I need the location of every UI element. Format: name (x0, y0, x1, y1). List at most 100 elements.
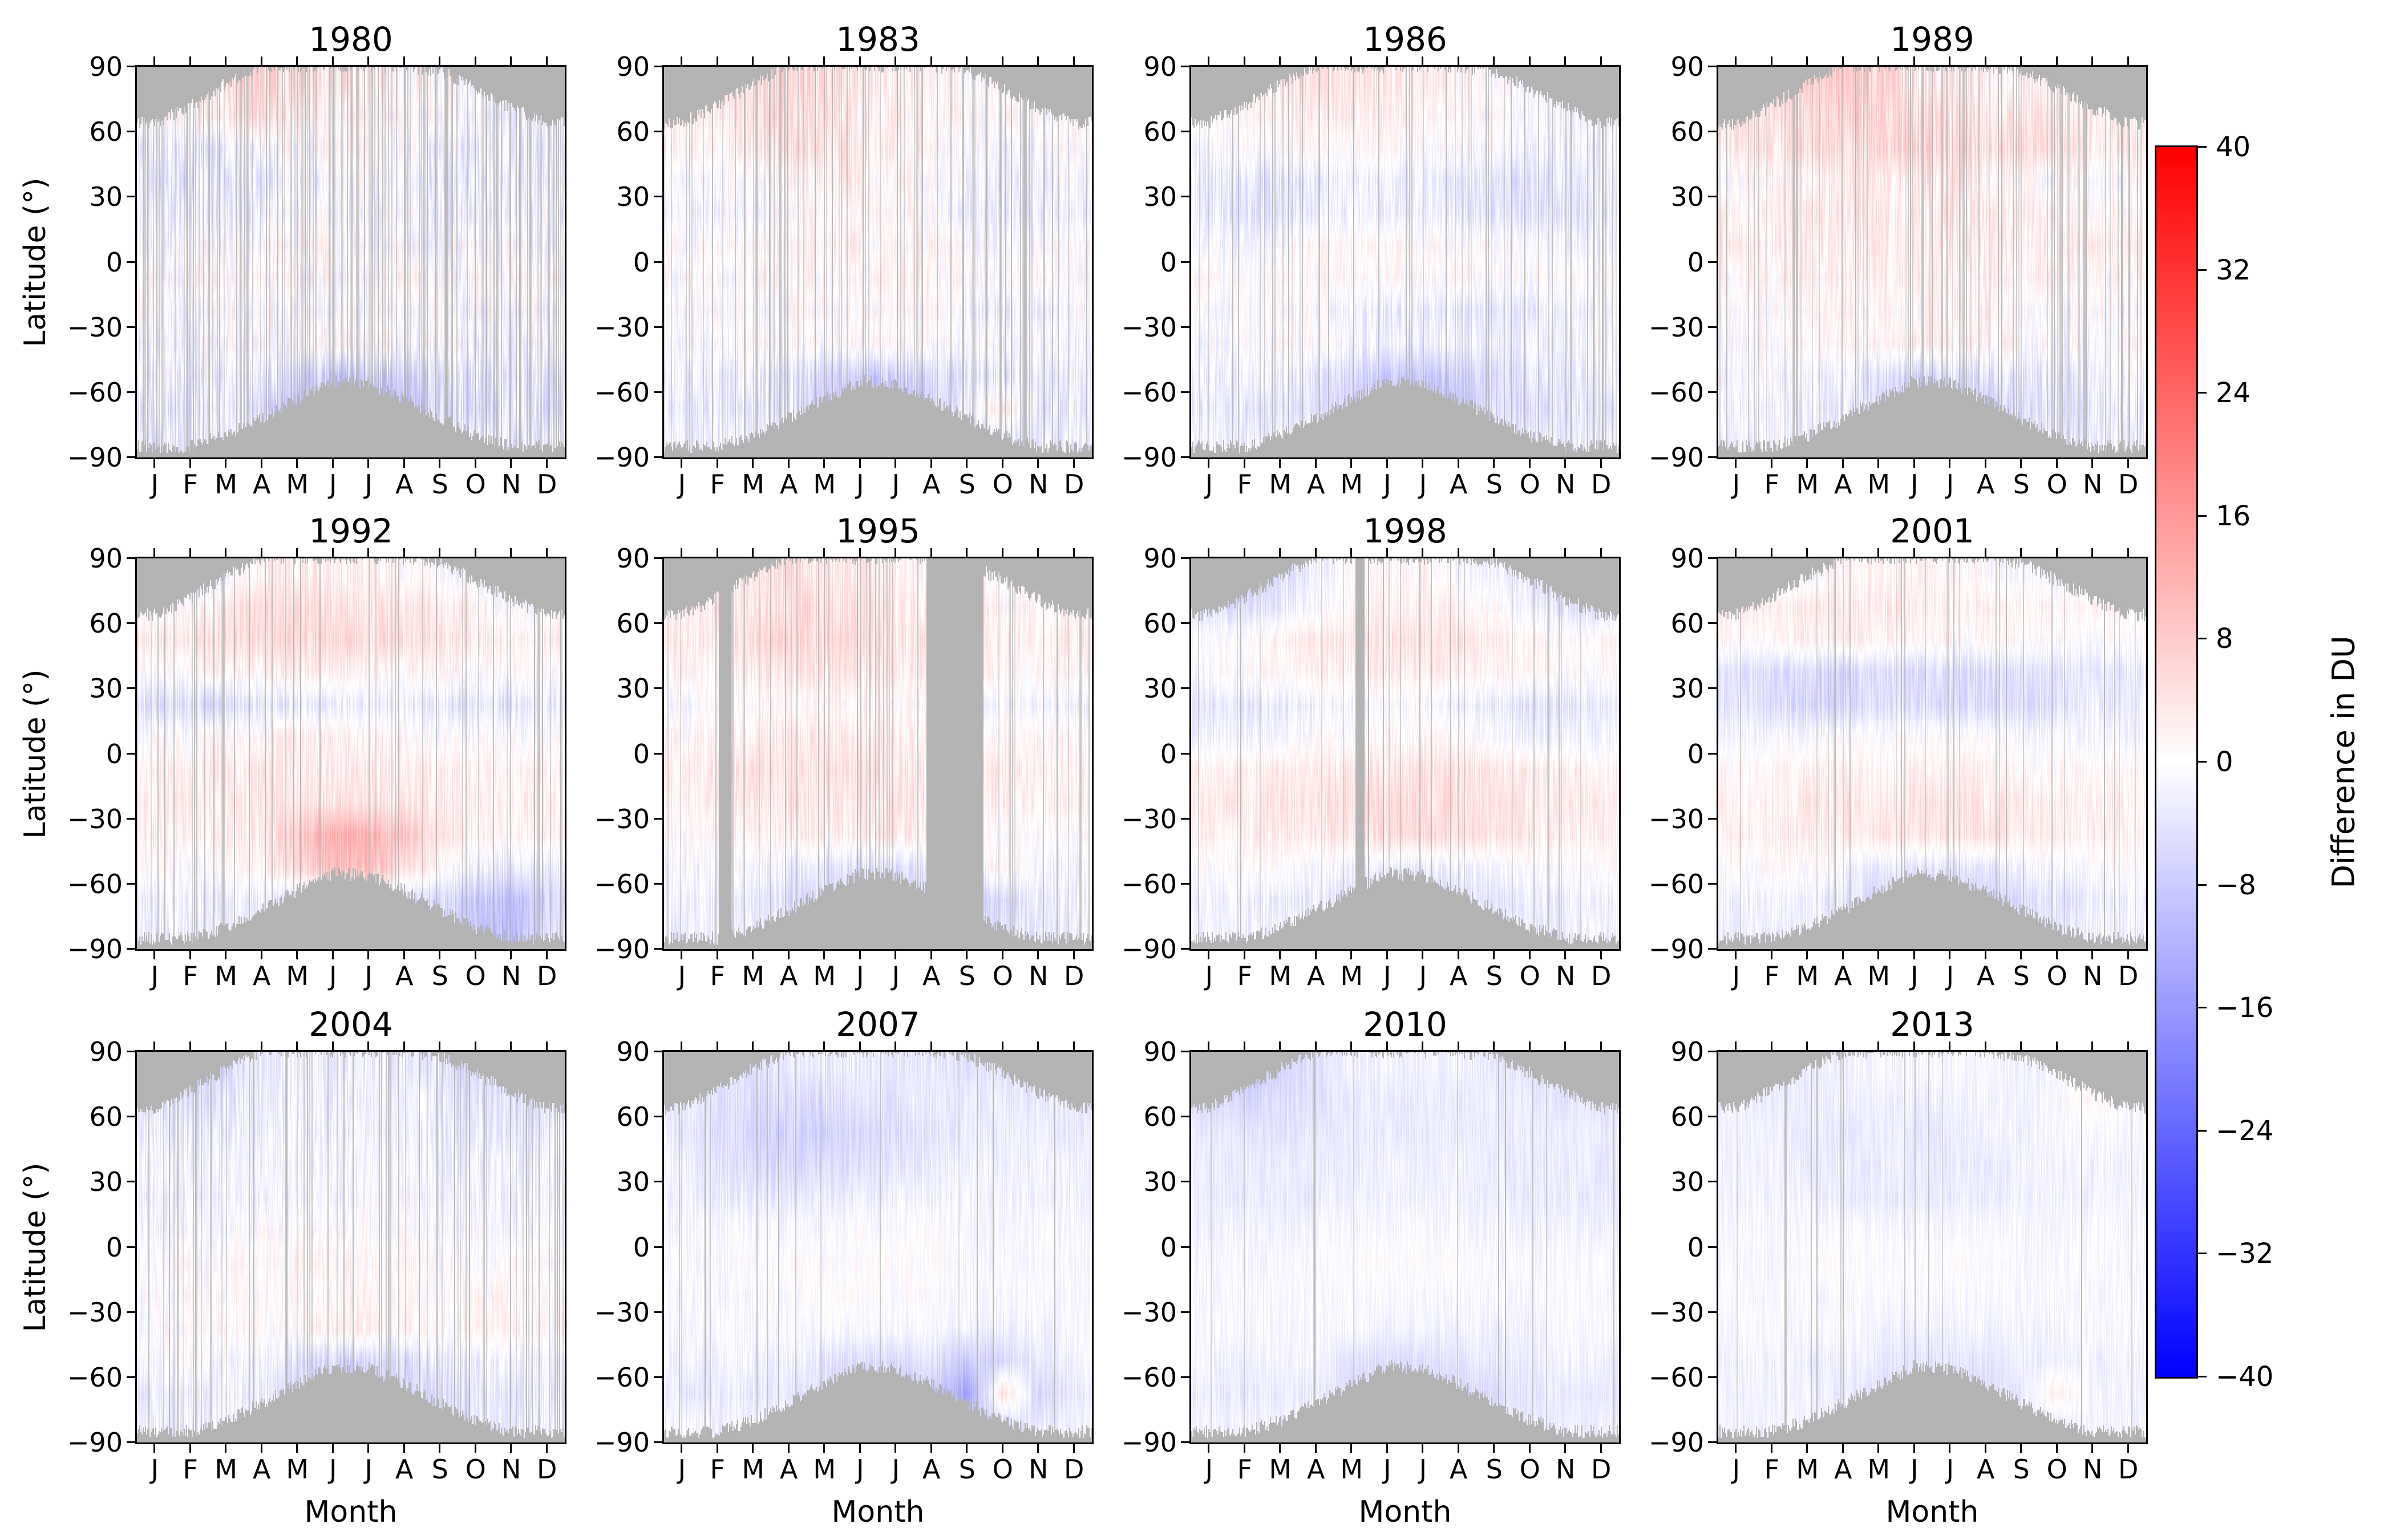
x-tick-label: D (537, 961, 557, 991)
y-tick-label: −90 (1121, 442, 1177, 473)
colorbar-label: Difference in DU (2325, 635, 2362, 889)
x-tick-mark (1735, 1444, 1737, 1453)
x-tick-mark-top (1493, 56, 1495, 65)
x-tick-label: D (1064, 469, 1084, 500)
x-tick-label: J (151, 961, 159, 991)
x-tick-label: O (992, 961, 1013, 991)
panel-year-title: 2004 (309, 1005, 393, 1044)
x-tick-mark-top (1913, 56, 1915, 65)
x-tick-mark-top (1528, 56, 1531, 65)
x-tick-mark (225, 1444, 227, 1453)
x-tick-mark-top (545, 56, 548, 65)
x-tick-mark-top (1422, 56, 1424, 65)
x-tick-label: S (1486, 1454, 1503, 1485)
heatmap-canvas (1191, 67, 1619, 457)
x-tick-label: A (1834, 469, 1852, 500)
x-tick-mark (1243, 951, 1245, 959)
y-tick-label: −30 (1648, 311, 1704, 343)
y-tick-label: 0 (633, 738, 650, 769)
x-tick-mark (1386, 951, 1388, 959)
x-tick-mark (1877, 1444, 1880, 1453)
x-tick-mark-top (1037, 548, 1039, 557)
x-tick-label: J (678, 1454, 686, 1485)
x-tick-mark (439, 1444, 441, 1453)
x-tick-mark-top (1600, 56, 1602, 65)
colorbar-tick-mark (2198, 514, 2207, 517)
x-tick-mark-top (1564, 56, 1567, 65)
x-tick-label: N (2083, 961, 2103, 991)
x-tick-mark-top (1735, 548, 1737, 557)
y-tick-label: 60 (89, 1101, 123, 1133)
y-tick-mark (1181, 1051, 1189, 1052)
x-tick-label: O (2046, 961, 2067, 991)
y-tick-label: −60 (594, 376, 650, 408)
x-tick-label: O (465, 961, 486, 991)
x-tick-label: J (1419, 961, 1427, 991)
x-tick-mark (1841, 951, 1844, 959)
y-tick-mark (654, 1246, 662, 1248)
y-tick-label: 90 (1143, 1036, 1177, 1067)
y-tick-label: −30 (594, 1296, 650, 1328)
x-tick-mark (1913, 459, 1915, 468)
x-tick-mark (510, 951, 512, 959)
y-tick-mark (127, 1246, 135, 1248)
x-tick-mark-top (545, 1041, 548, 1050)
heatmap-canvas (137, 1052, 565, 1442)
panel-year-title: 1986 (1363, 20, 1447, 59)
x-tick-mark-top (1841, 1041, 1844, 1050)
y-tick-mark (1181, 131, 1189, 133)
x-tick-mark-top (716, 56, 718, 65)
y-tick-label: 90 (616, 543, 650, 574)
x-tick-mark (153, 459, 156, 468)
y-tick-mark (654, 391, 662, 393)
x-tick-mark-top (2055, 56, 2058, 65)
y-tick-label: 60 (1143, 1101, 1177, 1133)
y-tick-label: 60 (616, 1101, 650, 1133)
x-tick-label: F (1764, 469, 1779, 500)
panel-year-title: 2007 (836, 1005, 920, 1044)
x-tick-mark-top (439, 56, 441, 65)
x-tick-mark-top (1984, 56, 1986, 65)
x-tick-mark (966, 951, 968, 959)
y-tick-label: 90 (1670, 1036, 1704, 1067)
y-tick-mark (1181, 196, 1189, 198)
y-tick-label: 30 (616, 181, 650, 213)
x-tick-mark (859, 459, 861, 468)
x-tick-mark (331, 1444, 334, 1453)
x-tick-label: J (329, 961, 337, 991)
x-tick-mark-top (681, 1041, 683, 1050)
x-tick-label: F (183, 469, 198, 500)
x-tick-mark-top (752, 56, 754, 65)
x-tick-mark-top (930, 56, 932, 65)
x-tick-label: A (1450, 1454, 1468, 1485)
x-tick-mark-top (966, 548, 968, 557)
y-tick-mark (1181, 557, 1189, 559)
x-tick-mark (1314, 459, 1317, 468)
x-tick-mark-top (367, 548, 370, 557)
y-tick-mark (127, 752, 135, 755)
y-tick-label: 60 (616, 116, 650, 148)
x-tick-label: F (1237, 1454, 1252, 1485)
x-tick-label: A (253, 961, 271, 991)
x-tick-label: M (286, 1454, 309, 1485)
y-tick-label: 90 (616, 51, 650, 82)
x-tick-label: J (1910, 1454, 1919, 1485)
x-tick-mark (1314, 1444, 1317, 1453)
x-tick-mark-top (966, 56, 968, 65)
y-tick-label: −90 (67, 934, 123, 964)
x-tick-mark (930, 951, 932, 959)
y-tick-label: 0 (106, 738, 123, 769)
x-tick-mark-top (331, 548, 334, 557)
x-tick-mark-top (1913, 548, 1915, 557)
y-tick-mark (1708, 1181, 1717, 1183)
y-tick-label: −90 (67, 1427, 123, 1458)
x-tick-mark (1037, 1444, 1039, 1453)
x-tick-label: S (431, 469, 448, 500)
y-tick-label: 90 (89, 1036, 123, 1067)
x-tick-label: M (813, 1454, 836, 1485)
y-tick-label: 60 (616, 608, 650, 639)
y-tick-mark (654, 1051, 662, 1052)
x-tick-label: A (1834, 1454, 1852, 1485)
y-tick-label: −30 (67, 311, 123, 343)
